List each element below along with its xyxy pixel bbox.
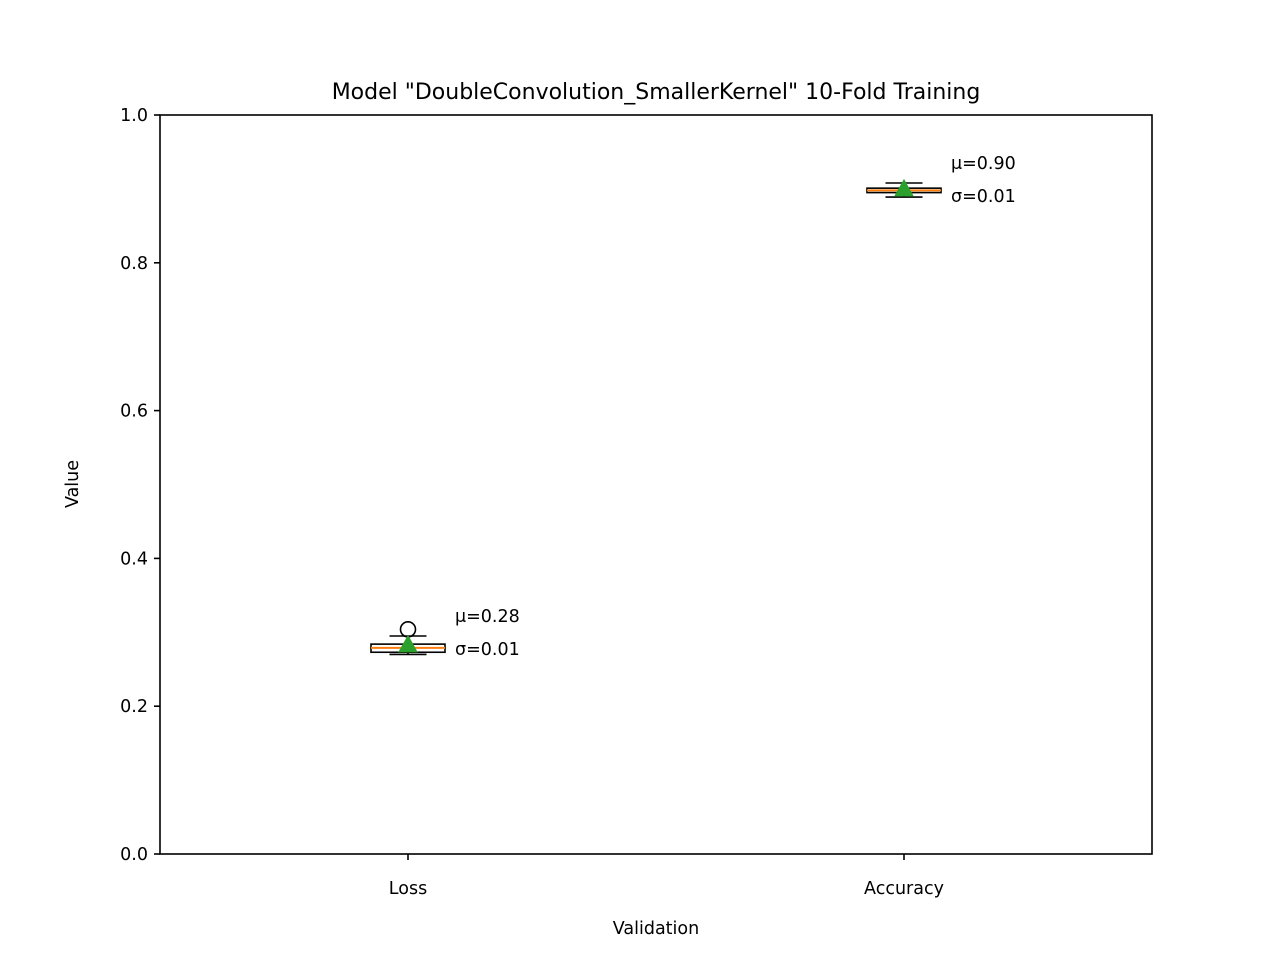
y-tick-label: 1.0 — [120, 106, 148, 126]
y-tick-label: 0.4 — [120, 549, 148, 569]
x-tick-label: Accuracy — [864, 879, 944, 899]
y-tick-label: 0.0 — [120, 845, 148, 865]
chart-title: Model "DoubleConvolution_SmallerKernel" … — [332, 80, 981, 105]
y-axis-label: Value — [63, 460, 83, 508]
box-accuracy: μ=0.90 σ=0.01 — [866, 154, 1016, 207]
y-tick-label: 0.8 — [120, 254, 148, 274]
y-tick-label: 0.6 — [120, 402, 148, 422]
plot-area-frame — [159, 114, 1153, 855]
mean-annotation: μ=0.28 — [455, 607, 520, 627]
x-axis: Loss Accuracy — [389, 854, 944, 899]
y-axis: 0.0 0.2 0.4 0.6 0.8 1.0 — [120, 106, 160, 865]
std-annotation: σ=0.01 — [455, 640, 520, 660]
outlier-point — [399, 621, 417, 638]
std-annotation: σ=0.01 — [951, 187, 1016, 207]
mean-marker — [894, 178, 914, 197]
box-series: μ=0.28 σ=0.01 μ=0.90 σ=0.01 — [370, 154, 1016, 660]
y-tick-label: 0.2 — [120, 697, 148, 717]
mean-marker — [398, 634, 418, 653]
x-tick-label: Loss — [389, 879, 427, 899]
box-loss: μ=0.28 σ=0.01 — [370, 607, 520, 660]
x-axis-label: Validation — [613, 919, 699, 939]
mean-annotation: μ=0.90 — [951, 154, 1016, 174]
